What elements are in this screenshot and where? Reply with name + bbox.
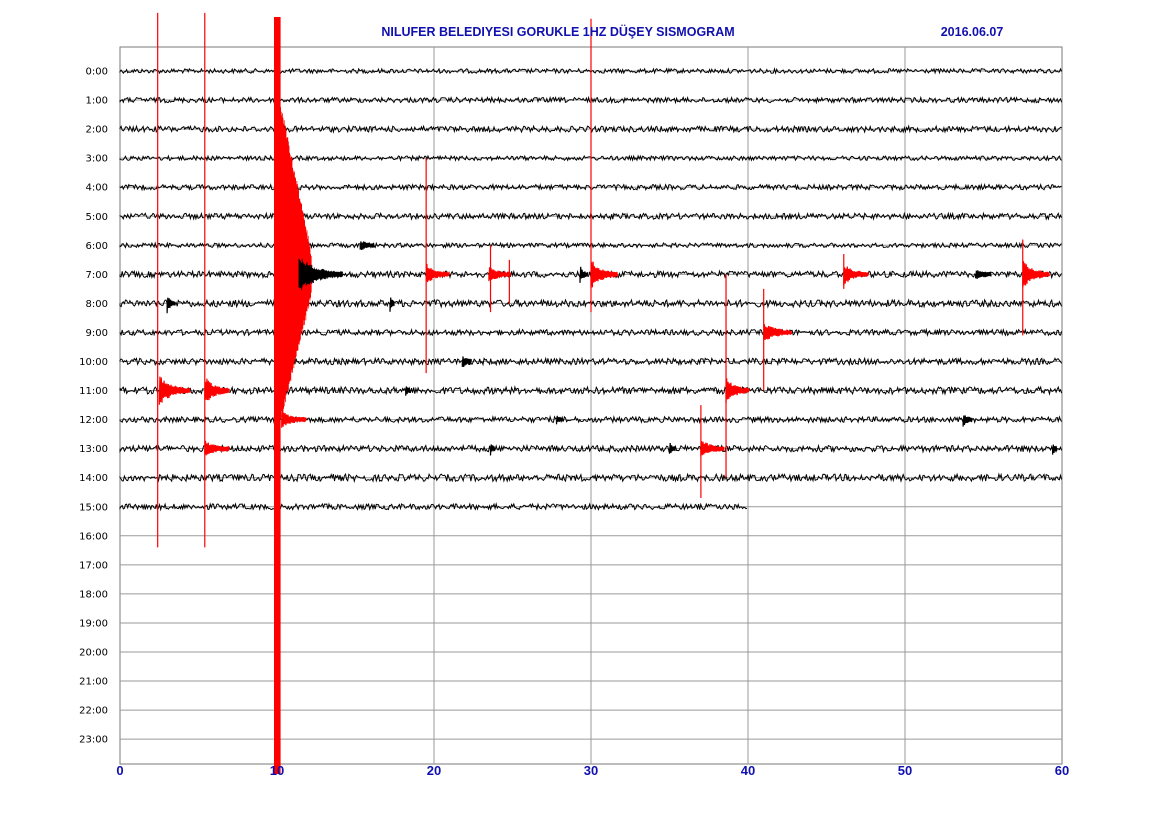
minute-tick-label: 30 [584, 763, 598, 778]
event-wiggle [962, 415, 973, 427]
event-wiggle [166, 297, 176, 314]
event-wiggle [975, 270, 992, 280]
event-wiggle [204, 378, 230, 401]
hour-label: 0:00 [86, 67, 108, 78]
hour-label: 17:00 [79, 560, 108, 571]
event-wiggle [281, 411, 307, 428]
hour-label: 20:00 [79, 648, 108, 659]
event-wiggle [668, 443, 676, 454]
hour-label: 1:00 [86, 96, 108, 107]
hour-label: 21:00 [79, 677, 108, 688]
hour-label: 14:00 [79, 473, 108, 484]
minute-tick-label: 40 [741, 763, 755, 778]
hour-label: 4:00 [86, 183, 108, 194]
event-wiggle [359, 241, 375, 250]
hour-label: 2:00 [86, 125, 108, 136]
trace-row [119, 502, 748, 512]
hour-label: 13:00 [79, 444, 108, 455]
event-wiggle [700, 441, 725, 457]
chart-date: 2016.06.07 [941, 25, 1004, 39]
hour-label: 16:00 [79, 531, 108, 542]
minute-axis-labels: 0 10 20 30 40 50 60 [116, 763, 1069, 778]
hour-label: 9:00 [86, 328, 108, 339]
event-wiggle [579, 266, 589, 283]
hour-label: 6:00 [86, 241, 108, 252]
hour-label: 3:00 [86, 154, 108, 165]
event-wiggle [389, 297, 395, 312]
event-wiggle [461, 356, 472, 367]
event-wiggle [590, 261, 619, 289]
event-wiggle [555, 415, 563, 425]
event-wiggle [488, 267, 512, 282]
hour-label: 15:00 [79, 502, 108, 513]
hour-label: 11:00 [79, 386, 108, 397]
big-event-coda [298, 258, 343, 290]
hour-label: 7:00 [86, 270, 108, 281]
event-wiggle [158, 376, 191, 405]
event-wiggle [843, 266, 869, 286]
minute-tick-label: 10 [270, 763, 284, 778]
hour-label: 19:00 [79, 618, 108, 629]
hour-labels: 0:00 1:00 2:00 3:00 4:00 5:00 6:00 7:00 8:00 9:00… [79, 67, 108, 746]
minute-tick-label: 50 [898, 763, 912, 778]
event-wiggle [763, 324, 793, 341]
event-wiggle [489, 444, 496, 456]
big-event-envelope [276, 91, 312, 435]
event-wiggle [405, 386, 411, 396]
hour-label: 22:00 [79, 706, 108, 717]
hour-label: 8:00 [86, 299, 108, 310]
hour-label: 23:00 [79, 735, 108, 746]
minute-tick-label: 20 [427, 763, 441, 778]
event-marks [157, 12, 1058, 775]
hour-label: 18:00 [79, 589, 108, 600]
minute-tick-label: 0 [116, 763, 123, 778]
hour-label: 12:00 [79, 415, 108, 426]
event-wiggle [425, 263, 450, 283]
hour-label: 5:00 [86, 212, 108, 223]
minute-tick-label: 60 [1055, 763, 1069, 778]
event-wiggle [204, 440, 230, 456]
event-wiggle [1052, 444, 1058, 455]
chart-title: NILUFER BELEDIYESI GORUKLE 1HZ DÜŞEY SIS… [381, 24, 734, 39]
hour-label: 10:00 [79, 357, 108, 368]
event-wiggle [1022, 261, 1050, 288]
event-wiggle [725, 378, 750, 404]
